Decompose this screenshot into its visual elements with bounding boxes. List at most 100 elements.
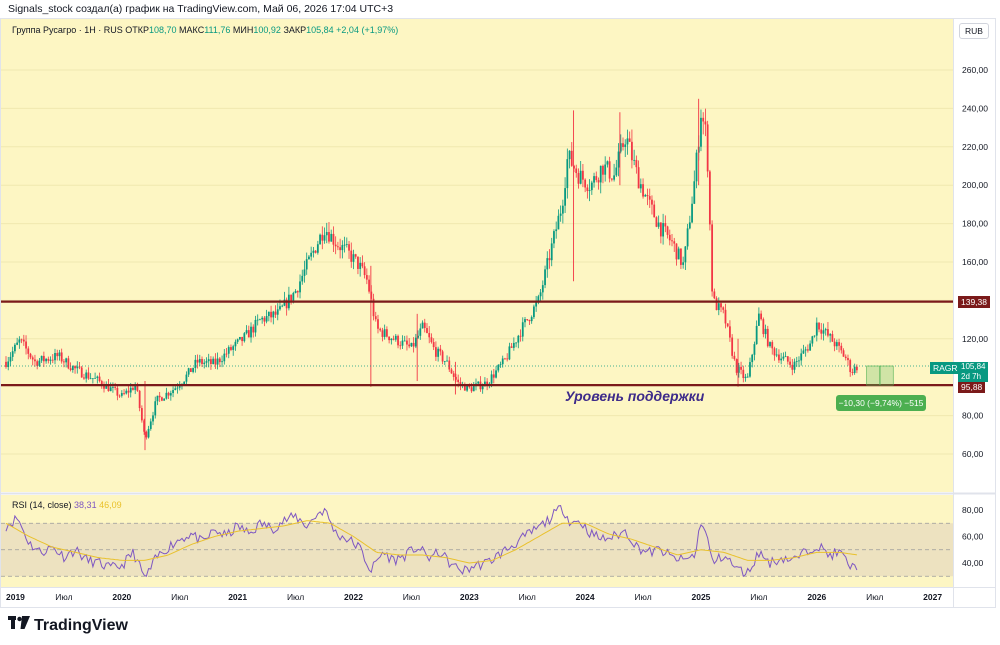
candle-body: [58, 352, 61, 357]
candle-body: [515, 342, 517, 344]
candle-body: [129, 387, 132, 393]
rsi-lines: [5, 505, 858, 578]
candle-body: [20, 339, 23, 341]
candle-body: [96, 376, 99, 378]
candle-body: [662, 223, 665, 237]
candle-body: [163, 398, 166, 401]
candle-body: [769, 342, 771, 347]
time-axis[interactable]: 2019 Июл 2020 Июл 2021 Июл 2022 Июл 2023 Июл 2024 И…: [6, 592, 942, 602]
price-tick-label: 80,00: [962, 411, 984, 421]
candle-body: [477, 381, 480, 384]
candle-body: [602, 165, 604, 175]
candle-body: [27, 348, 30, 354]
candle-body: [702, 117, 705, 122]
candle-body: [319, 234, 321, 245]
currency-badge[interactable]: RUB: [959, 23, 989, 39]
candle-body: [341, 245, 344, 251]
chart-credit: Signals_stock создал(а) график на Tradin…: [8, 3, 394, 15]
time-tick-label: Июл: [287, 592, 304, 602]
support-annotation[interactable]: Уровень поддержки: [565, 388, 705, 404]
candle-body: [103, 385, 105, 389]
candle-body: [363, 266, 366, 276]
time-tick-label: Июл: [866, 592, 883, 602]
rsi-axis[interactable]: 40,00 60,00 80,00: [962, 505, 984, 568]
candle-body: [595, 176, 598, 181]
candle-body: [69, 368, 72, 371]
candle-body: [664, 223, 667, 227]
candle-body: [568, 150, 571, 160]
candle-body: [303, 269, 306, 276]
candle-body: [597, 180, 600, 183]
candle-body: [550, 243, 553, 261]
candle-body: [299, 281, 301, 293]
candle-body: [76, 366, 79, 369]
candle-body: [626, 138, 629, 145]
measure-box[interactable]: [866, 365, 894, 386]
rsi-tick-label: 60,00: [962, 532, 984, 542]
candle-body: [348, 244, 350, 251]
candle-body: [610, 178, 613, 180]
candle-body: [174, 388, 177, 391]
candle-body: [749, 362, 751, 377]
candle-body: [71, 366, 74, 371]
candle-body: [49, 359, 52, 361]
candle-body: [804, 349, 807, 351]
candle-body: [559, 213, 562, 216]
candle-body: [539, 292, 542, 297]
candle-body: [798, 360, 800, 362]
candle-body: [561, 205, 564, 214]
candle-body: [85, 372, 88, 379]
rsi-label[interactable]: RSI (14, close): [12, 500, 72, 510]
candle-body: [582, 170, 584, 180]
candle-body: [238, 336, 241, 340]
candle-body: [432, 342, 435, 348]
symbol-name[interactable]: Группа Русагро · 1Н · RUS: [12, 25, 123, 35]
candle-body: [827, 329, 829, 336]
candle-body: [619, 143, 622, 152]
candle-body: [771, 342, 774, 349]
candle-body: [838, 342, 840, 346]
candle-body: [152, 415, 154, 422]
candle-body: [553, 231, 555, 244]
candle-body: [700, 117, 702, 147]
candle-body: [682, 262, 685, 265]
candle-body: [312, 250, 315, 253]
candle-body: [544, 269, 546, 286]
candle-body: [67, 358, 70, 369]
candle-body: [537, 296, 540, 302]
candle-body: [263, 317, 266, 322]
candle-body: [279, 306, 281, 310]
candle-body: [323, 235, 326, 241]
rsi-tick-label: 80,00: [962, 505, 984, 515]
candle-body: [579, 170, 582, 184]
candle-body: [439, 348, 442, 352]
candle-body: [388, 336, 391, 341]
candle-body: [775, 354, 778, 356]
candle-body: [301, 275, 304, 282]
candle-body: [508, 346, 511, 360]
candle-body: [339, 247, 342, 251]
candle-body: [686, 228, 689, 247]
candle-body: [392, 338, 395, 340]
candle-body: [100, 381, 103, 386]
candle-body: [399, 345, 402, 347]
candle-body: [18, 339, 21, 343]
candle-body: [207, 359, 210, 362]
candle-body: [330, 233, 333, 242]
candle-body: [192, 368, 195, 372]
time-tick-label: 2024: [576, 592, 595, 602]
candle-body: [530, 317, 533, 322]
candle-body: [463, 384, 466, 391]
candle-body: [528, 320, 531, 322]
horizontal-levels[interactable]: [1, 300, 953, 387]
tradingview-logo[interactable]: TradingView: [8, 616, 128, 635]
candle-body: [47, 358, 50, 361]
candle-body: [802, 350, 805, 354]
candle-body: [394, 335, 397, 340]
candle-body: [154, 401, 157, 416]
candle-body: [564, 188, 566, 206]
candles: [5, 98, 858, 451]
candle-body: [259, 319, 261, 321]
price-tick-label: 180,00: [962, 219, 988, 229]
